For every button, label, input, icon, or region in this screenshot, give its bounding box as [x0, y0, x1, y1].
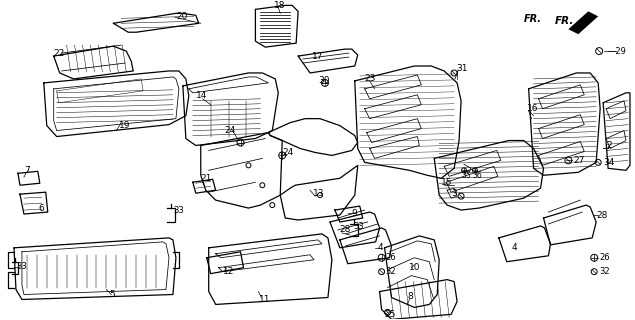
Text: 9: 9: [352, 209, 358, 218]
Text: 32: 32: [385, 267, 396, 276]
Text: 27: 27: [573, 156, 585, 165]
Text: 11: 11: [259, 295, 271, 304]
Text: 26: 26: [599, 253, 610, 262]
Text: 33: 33: [354, 222, 364, 231]
Text: 30: 30: [318, 76, 330, 85]
Text: FR.: FR.: [554, 16, 574, 26]
Text: 23: 23: [364, 75, 376, 84]
Text: 19: 19: [119, 121, 131, 130]
Text: 10: 10: [410, 263, 421, 272]
Text: 22: 22: [54, 49, 65, 58]
Text: 4: 4: [512, 243, 518, 252]
Text: 12: 12: [223, 267, 234, 276]
Text: 5: 5: [109, 290, 115, 299]
Text: 18: 18: [274, 1, 286, 10]
Text: 3: 3: [451, 189, 457, 198]
Polygon shape: [568, 11, 598, 34]
Text: 28: 28: [340, 225, 351, 235]
Text: —29: —29: [607, 47, 626, 56]
Text: 16: 16: [526, 104, 538, 113]
Text: 33: 33: [173, 205, 184, 215]
Text: 36: 36: [472, 171, 482, 180]
Text: 6: 6: [39, 204, 44, 212]
Text: 26: 26: [385, 253, 396, 262]
Text: 21: 21: [201, 174, 212, 183]
Text: 35: 35: [461, 171, 471, 180]
Text: 25: 25: [385, 310, 396, 319]
Text: 33: 33: [16, 262, 27, 271]
Text: 14: 14: [196, 91, 207, 100]
Text: 31: 31: [456, 65, 467, 74]
Text: 17: 17: [312, 52, 324, 60]
Text: 4: 4: [378, 243, 384, 252]
Text: 32: 32: [599, 267, 610, 276]
Text: 8: 8: [408, 292, 413, 301]
Text: 20: 20: [176, 12, 187, 21]
Text: 2: 2: [606, 141, 612, 150]
Text: FR.: FR.: [523, 14, 542, 24]
Text: 24: 24: [282, 148, 293, 157]
Text: 28: 28: [596, 211, 608, 220]
Text: 15: 15: [441, 178, 453, 187]
Text: 7: 7: [24, 166, 30, 175]
Text: 13: 13: [313, 189, 324, 198]
Text: 34: 34: [603, 158, 615, 167]
Text: 24: 24: [225, 126, 236, 135]
